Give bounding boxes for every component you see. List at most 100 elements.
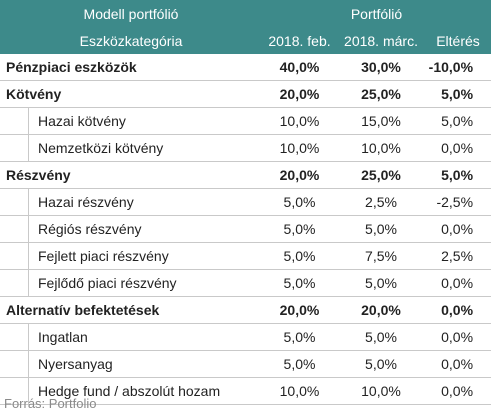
value-feb: 40,0% bbox=[262, 54, 337, 81]
row-label-text: Fejlett piaci részvény bbox=[38, 248, 169, 264]
table-row-group: Részvény 20,0% 25,0% 5,0% bbox=[0, 161, 491, 189]
row-label-text: Hazai részvény bbox=[38, 194, 134, 210]
header-row-1: Modell portfólió Portfólió bbox=[0, 0, 491, 27]
header-portfolio-group: Portfólió bbox=[350, 5, 403, 22]
header-feb: 2018. feb. bbox=[268, 32, 331, 49]
value-feb: 5,0% bbox=[262, 215, 337, 243]
value-mar: 2,5% bbox=[337, 188, 425, 216]
value-mar: 7,5% bbox=[337, 242, 425, 270]
value-diff: 0,0% bbox=[425, 377, 491, 405]
value-mar: 20,0% bbox=[337, 296, 425, 324]
header-model-portfolio: Modell portfólió bbox=[83, 5, 179, 22]
value-feb: 5,0% bbox=[262, 188, 337, 216]
header-asset-category: Eszközkategória bbox=[79, 32, 183, 49]
row-label: Pénzpiaci eszközök bbox=[0, 54, 262, 81]
value-mar: 25,0% bbox=[337, 80, 425, 108]
table-row-sub: Hazai részvény 5,0% 2,5% -2,5% bbox=[0, 188, 491, 216]
indent-divider bbox=[28, 135, 29, 161]
row-label-text: Hazai kötvény bbox=[38, 113, 126, 129]
row-label: Nemzetközi kötvény bbox=[0, 134, 262, 162]
row-label-text: Régiós részvény bbox=[38, 221, 142, 237]
table-header: Modell portfólió Portfólió Eszközkategór… bbox=[0, 0, 491, 54]
row-label-text: Fejlődő piaci részvény bbox=[38, 275, 177, 291]
value-diff: 0,0% bbox=[425, 350, 491, 378]
header-diff: Eltérés bbox=[436, 32, 480, 49]
header-mar: 2018. márc. bbox=[344, 32, 418, 49]
row-label: Ingatlan bbox=[0, 323, 262, 351]
indent-divider bbox=[28, 378, 29, 404]
value-diff: 0,0% bbox=[425, 296, 491, 324]
indent-divider bbox=[28, 351, 29, 377]
table-row-sub: Hazai kötvény 10,0% 15,0% 5,0% bbox=[0, 107, 491, 135]
table-row-sub: Nyersanyag 5,0% 5,0% 0,0% bbox=[0, 350, 491, 378]
value-diff: 5,0% bbox=[425, 80, 491, 108]
row-label-text: Részvény bbox=[6, 167, 71, 183]
value-mar: 10,0% bbox=[337, 377, 425, 405]
row-label-text: Ingatlan bbox=[38, 329, 88, 345]
value-feb: 5,0% bbox=[262, 350, 337, 378]
row-label: Részvény bbox=[0, 161, 262, 189]
indent-divider bbox=[28, 189, 29, 215]
portfolio-table: Modell portfólió Portfólió Eszközkategór… bbox=[0, 0, 491, 405]
row-label-text: Nemzetközi kötvény bbox=[38, 140, 164, 156]
value-diff: -10,0% bbox=[425, 54, 491, 81]
value-diff: 5,0% bbox=[425, 107, 491, 135]
value-mar: 5,0% bbox=[337, 269, 425, 297]
table-row-sub: Fejlett piaci részvény 5,0% 7,5% 2,5% bbox=[0, 242, 491, 270]
value-diff: 0,0% bbox=[425, 269, 491, 297]
row-label-text: Pénzpiaci eszközök bbox=[6, 59, 137, 75]
value-feb: 20,0% bbox=[262, 161, 337, 189]
indent-divider bbox=[28, 324, 29, 350]
value-feb: 10,0% bbox=[262, 107, 337, 135]
row-label-text: Hedge fund / abszolút hozam bbox=[38, 383, 221, 399]
value-diff: 2,5% bbox=[425, 242, 491, 270]
value-feb: 20,0% bbox=[262, 80, 337, 108]
value-feb: 10,0% bbox=[262, 377, 337, 405]
row-label: Fejlett piaci részvény bbox=[0, 242, 262, 270]
value-mar: 5,0% bbox=[337, 215, 425, 243]
indent-divider bbox=[28, 216, 29, 242]
value-diff: 0,0% bbox=[425, 215, 491, 243]
value-mar: 10,0% bbox=[337, 134, 425, 162]
row-label: Hedge fund / abszolút hozam bbox=[0, 377, 262, 405]
table-row-sub: Régiós részvény 5,0% 5,0% 0,0% bbox=[0, 215, 491, 243]
table-row-group: Alternatív befektetések 20,0% 20,0% 0,0% bbox=[0, 296, 491, 324]
value-mar: 30,0% bbox=[337, 54, 425, 81]
source-note: Forrás: Portfolio bbox=[4, 396, 97, 411]
value-mar: 5,0% bbox=[337, 323, 425, 351]
value-diff: -2,5% bbox=[425, 188, 491, 216]
value-diff: 0,0% bbox=[425, 323, 491, 351]
indent-divider bbox=[28, 108, 29, 134]
value-mar: 15,0% bbox=[337, 107, 425, 135]
value-feb: 5,0% bbox=[262, 323, 337, 351]
value-mar: 5,0% bbox=[337, 350, 425, 378]
table-row-sub: Ingatlan 5,0% 5,0% 0,0% bbox=[0, 323, 491, 351]
row-label: Fejlődő piaci részvény bbox=[0, 269, 262, 297]
value-diff: 5,0% bbox=[425, 161, 491, 189]
row-label-text: Nyersanyag bbox=[38, 356, 113, 372]
row-label-text: Kötvény bbox=[6, 86, 62, 102]
row-label: Alternatív befektetések bbox=[0, 296, 262, 324]
row-label: Nyersanyag bbox=[0, 350, 262, 378]
value-feb: 5,0% bbox=[262, 269, 337, 297]
value-feb: 20,0% bbox=[262, 296, 337, 324]
value-mar: 25,0% bbox=[337, 161, 425, 189]
value-diff: 0,0% bbox=[425, 134, 491, 162]
row-label: Kötvény bbox=[0, 80, 262, 108]
table-body: Pénzpiaci eszközök 40,0% 30,0% -10,0% Kötvén… bbox=[0, 54, 491, 405]
indent-divider bbox=[28, 270, 29, 296]
row-label: Hazai kötvény bbox=[0, 107, 262, 135]
row-label: Régiós részvény bbox=[0, 215, 262, 243]
table-row-sub: Hedge fund / abszolút hozam 10,0% 10,0% 0,0… bbox=[0, 377, 491, 405]
table-row-sub: Nemzetközi kötvény 10,0% 10,0% 0,0% bbox=[0, 134, 491, 162]
value-feb: 10,0% bbox=[262, 134, 337, 162]
table-row-group: Kötvény 20,0% 25,0% 5,0% bbox=[0, 80, 491, 108]
indent-divider bbox=[28, 243, 29, 269]
table-row-sub: Fejlődő piaci részvény 5,0% 5,0% 0,0% bbox=[0, 269, 491, 297]
header-row-2: Eszközkategória 2018. feb. 2018. márc. E… bbox=[0, 27, 491, 54]
row-label: Hazai részvény bbox=[0, 188, 262, 216]
row-label-text: Alternatív befektetések bbox=[6, 302, 160, 318]
value-feb: 5,0% bbox=[262, 242, 337, 270]
table-row-group: Pénzpiaci eszközök 40,0% 30,0% -10,0% bbox=[0, 54, 491, 81]
